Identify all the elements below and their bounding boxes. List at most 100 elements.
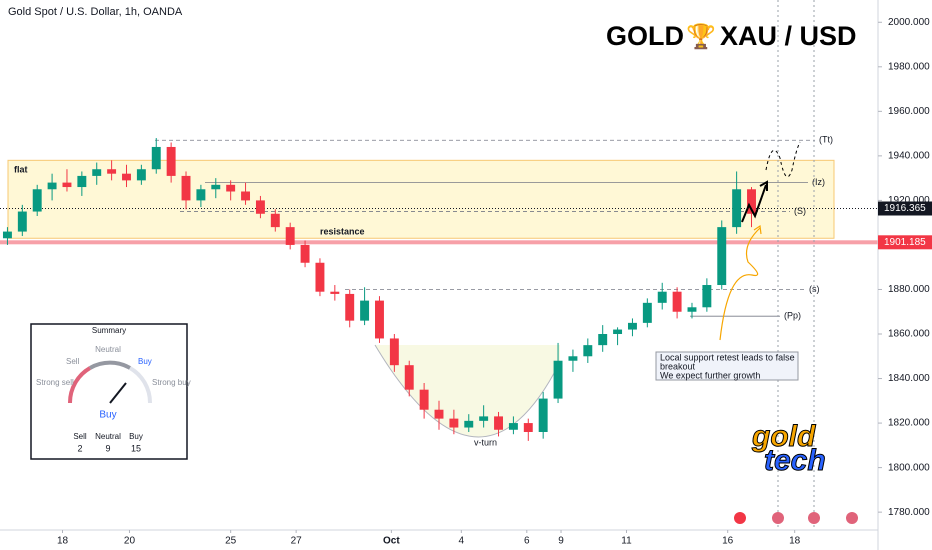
summary-widget: Summary Sell Neutral Buy Strong sell Str… xyxy=(30,323,191,460)
gauge-neutral xyxy=(89,360,131,370)
y-tick-label: 1920.000 xyxy=(888,195,930,206)
candle-body xyxy=(732,189,742,228)
chart-title: Gold Spot / U.S. Dollar, 1h, OANDA xyxy=(8,6,183,18)
projection-dashed xyxy=(765,141,801,178)
y-tick-label: 1980.000 xyxy=(888,61,930,72)
axes: 1780.000 1800.000 1820.000 1840.000 1860.000… xyxy=(57,17,932,547)
candle-body xyxy=(181,175,191,201)
headline: XAU / USD xyxy=(720,21,857,51)
y-tick-label: 1780.000 xyxy=(888,507,930,518)
x-tick-label: 4 xyxy=(459,536,465,547)
cup-fill xyxy=(375,345,560,437)
candle-body xyxy=(300,244,310,263)
arrow-head xyxy=(753,224,762,235)
count-value: 2 xyxy=(77,443,82,453)
y-tick-label: 1860.000 xyxy=(888,329,930,340)
flat-zone xyxy=(7,159,835,239)
x-tick-label: 11 xyxy=(621,536,632,547)
level-label: (S) xyxy=(794,206,806,216)
candle-body xyxy=(568,356,578,361)
count-label: Sell xyxy=(73,432,87,441)
annotation: flat xyxy=(14,164,28,174)
headline-icon: 🏆 xyxy=(686,22,716,50)
candle-body xyxy=(255,200,265,214)
note-line: breakout xyxy=(660,361,696,371)
x-tick-label: 18 xyxy=(57,536,69,547)
gauge-label: Buy xyxy=(138,357,152,366)
candle-body xyxy=(136,169,146,181)
price-tag xyxy=(878,235,932,250)
level-label: (Pp) xyxy=(784,311,801,321)
candle-body xyxy=(553,360,563,399)
y-tick-label: 2000.000 xyxy=(888,17,930,28)
candle-body xyxy=(627,322,637,330)
x-tick-label: 18 xyxy=(789,536,801,547)
candle-body xyxy=(538,398,548,432)
candle-body xyxy=(241,191,251,201)
candle-body xyxy=(345,293,355,321)
candle-body xyxy=(389,338,399,366)
gauge-needle xyxy=(109,382,127,404)
note-line: We expect further growth xyxy=(660,370,760,380)
candle-body xyxy=(17,211,27,232)
gauge-label: Strong sell xyxy=(36,378,74,387)
candle-body xyxy=(122,173,131,181)
candle-body xyxy=(419,389,429,410)
event-icon xyxy=(808,512,820,524)
candle-body xyxy=(657,291,667,303)
event-icons xyxy=(734,512,858,524)
candle-body xyxy=(479,416,489,421)
x-tick-label: 16 xyxy=(722,536,734,547)
candle-body xyxy=(687,307,697,312)
logo: gold xyxy=(751,420,816,453)
note-line: Local support retest leads to false xyxy=(660,352,795,362)
candle-body xyxy=(211,184,221,190)
x-tick-label: 25 xyxy=(225,536,237,547)
candle-body xyxy=(166,146,176,176)
candle-body xyxy=(107,169,117,174)
candle-body xyxy=(672,291,682,312)
candle-body xyxy=(404,365,414,390)
logo: tech xyxy=(764,444,826,477)
level-label: (Iz) xyxy=(812,177,825,187)
x-tick-label: 9 xyxy=(558,536,564,547)
candles xyxy=(2,138,756,441)
price-tag xyxy=(878,201,932,216)
y-tick-label: 1840.000 xyxy=(888,373,930,384)
candle-body xyxy=(2,231,12,239)
candle-body xyxy=(449,418,459,428)
candle-body xyxy=(47,182,57,190)
candle-body xyxy=(270,213,280,228)
candle-body xyxy=(62,182,72,188)
cup-arc xyxy=(374,344,561,438)
count-value: 9 xyxy=(105,443,110,453)
level-label: (Tt) xyxy=(819,135,833,145)
gauge-label: Sell xyxy=(66,357,80,366)
projection-arrow xyxy=(741,184,767,223)
x-tick-label: Oct xyxy=(383,536,400,547)
candle-body xyxy=(285,227,295,245)
candle-body xyxy=(702,285,712,308)
candle-body xyxy=(434,409,444,419)
level-label: (s) xyxy=(809,284,820,294)
event-icon xyxy=(846,512,858,524)
candle-body xyxy=(613,329,623,335)
candle-body xyxy=(77,175,87,188)
candle-body xyxy=(226,184,236,192)
annotation: v-turn xyxy=(474,437,497,447)
gauge-label: Strong buy xyxy=(152,378,191,387)
candle-body xyxy=(508,423,518,430)
y-tick-label: 1820.000 xyxy=(888,418,930,429)
candle-body xyxy=(92,169,102,176)
y-tick-label: 1800.000 xyxy=(888,462,930,473)
summary-counts: Sell 2 Neutral 9 Buy 15 xyxy=(73,432,143,453)
gauge-sell xyxy=(67,366,92,404)
gauge-verdict: Buy xyxy=(99,410,116,421)
candle-body xyxy=(642,302,652,323)
count-label: Buy xyxy=(129,432,143,441)
x-tick-label: 27 xyxy=(291,536,303,547)
candle-body xyxy=(330,291,340,294)
price-tag-label: 1916.365 xyxy=(884,203,926,214)
